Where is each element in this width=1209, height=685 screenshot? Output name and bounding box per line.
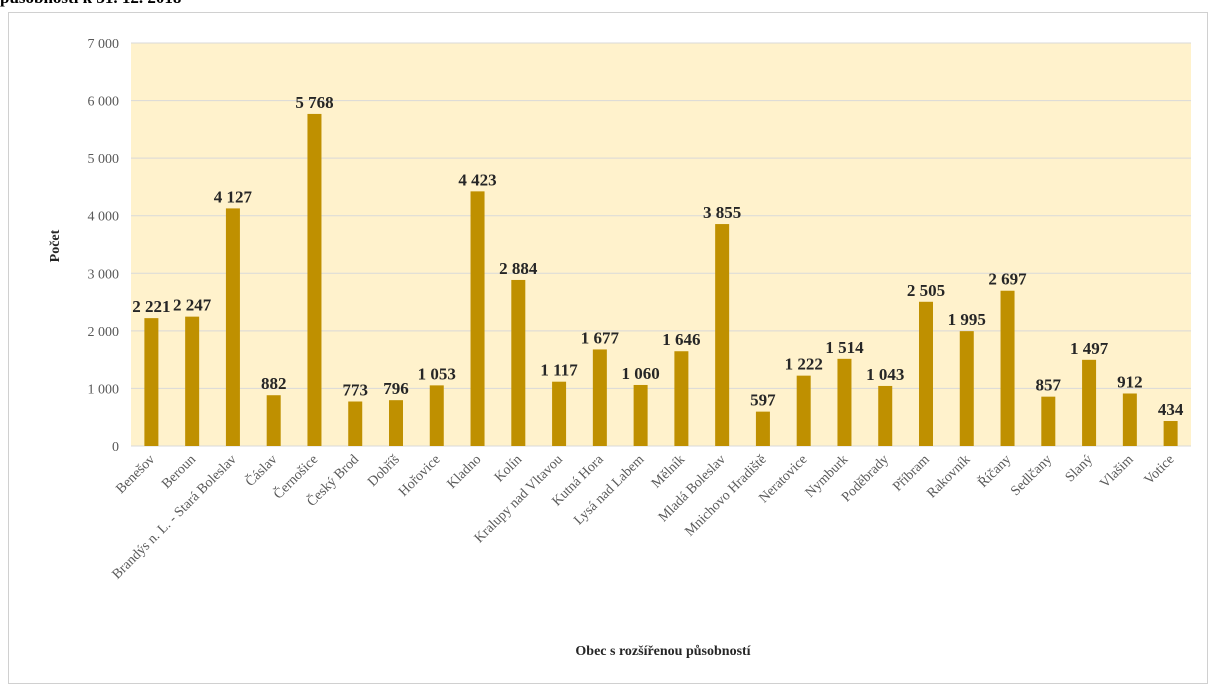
data-label: 1 995 <box>948 310 986 329</box>
x-tick-label: Kladno <box>445 452 485 492</box>
x-tick-label: Říčany <box>974 451 1014 491</box>
y-tick-label: 7 000 <box>88 37 120 52</box>
data-label: 1 222 <box>785 355 823 374</box>
data-label: 773 <box>342 380 368 399</box>
chart-frame: 0 1 000 2 000 3 000 4 000 5 000 6 000 7 000 2 2… <box>8 12 1208 684</box>
x-tick-label: Čáslav <box>242 451 281 490</box>
data-label: 2 247 <box>173 296 212 315</box>
data-label: 4 127 <box>214 187 253 206</box>
x-tick-label: Votice <box>1142 452 1178 488</box>
bar <box>1122 393 1137 446</box>
x-tick-label: Dobříš <box>365 452 403 490</box>
y-axis-title: Počet <box>48 229 63 262</box>
bar <box>307 113 322 446</box>
x-tick-label: Sedlčany <box>1008 452 1055 499</box>
bar <box>1000 290 1015 446</box>
bar-chart: 0 1 000 2 000 3 000 4 000 5 000 6 000 7 000 2 2… <box>48 37 1191 659</box>
data-label: 796 <box>383 379 409 398</box>
data-label: 1 646 <box>662 330 700 349</box>
data-label: 1 060 <box>621 364 659 383</box>
bar <box>389 400 403 446</box>
plot-area <box>131 43 1191 446</box>
bar <box>511 279 526 446</box>
data-label: 882 <box>261 374 287 393</box>
bar <box>796 375 811 446</box>
x-tick-label: Slaný <box>1063 452 1096 485</box>
y-tick-label: 5 000 <box>88 152 120 167</box>
data-label: 2 221 <box>132 297 170 316</box>
y-tick-label: 4 000 <box>88 210 120 225</box>
y-tick-label: 1 000 <box>88 382 120 397</box>
bars <box>144 113 1178 446</box>
y-tick-label: 2 000 <box>88 325 120 340</box>
y-axis-ticks: 0 1 000 2 000 3 000 4 000 5 000 6 000 7 000 <box>88 37 120 455</box>
data-label: 2 505 <box>907 281 945 300</box>
bar <box>429 385 444 446</box>
bar <box>1082 359 1097 446</box>
data-label: 1 497 <box>1070 339 1109 358</box>
bar <box>144 318 159 446</box>
data-label: 912 <box>1117 372 1143 391</box>
data-label: 2 884 <box>499 259 538 278</box>
data-label: 1 053 <box>418 364 456 383</box>
y-tick-label: 0 <box>112 440 119 455</box>
x-tick-label: Beroun <box>159 452 199 492</box>
data-label: 597 <box>750 391 776 410</box>
bar <box>674 351 689 446</box>
bar <box>878 385 893 446</box>
x-tick-label: Vlašim <box>1097 452 1136 491</box>
y-tick-label: 6 000 <box>88 95 120 110</box>
data-label: 857 <box>1036 376 1062 395</box>
bar <box>919 301 933 446</box>
x-tick-label: Hořovice <box>396 452 443 499</box>
x-tick-label: Rakovník <box>924 452 973 501</box>
data-label: 1 043 <box>866 365 904 384</box>
x-tick-label: Mělník <box>649 452 688 491</box>
data-label: 434 <box>1158 400 1184 419</box>
bar <box>225 208 240 446</box>
bar <box>348 401 363 446</box>
data-label: 1 117 <box>540 361 578 380</box>
data-label: 1 514 <box>825 338 864 357</box>
bar <box>470 191 485 446</box>
data-labels: 2 221 2 247 4 127 882 5 768 773 796 1 053 4 423 2… <box>132 93 1184 419</box>
x-tick-label: Kolín <box>492 452 525 485</box>
bar <box>552 381 567 446</box>
x-tick-label: Lysá nad Labem <box>571 452 647 528</box>
data-label: 4 423 <box>458 170 496 189</box>
x-tick-label: Benešov <box>114 452 159 497</box>
y-tick-label: 3 000 <box>88 267 120 282</box>
bar <box>1163 421 1178 446</box>
data-label: 5 768 <box>295 93 333 112</box>
bar <box>959 331 974 446</box>
bar <box>837 358 852 446</box>
bar <box>755 411 770 446</box>
bar <box>592 349 607 446</box>
bar <box>715 224 730 446</box>
x-axis-title: Obec s rozšířenou působností <box>575 644 751 659</box>
bar <box>266 395 281 446</box>
data-label: 3 855 <box>703 203 741 222</box>
bar <box>185 316 200 446</box>
data-label: 2 697 <box>988 270 1027 289</box>
page-title: působnosti k 31. 12. 2018 <box>0 0 181 8</box>
bar <box>1041 396 1056 446</box>
data-label: 1 677 <box>581 328 620 347</box>
bar <box>633 384 648 446</box>
